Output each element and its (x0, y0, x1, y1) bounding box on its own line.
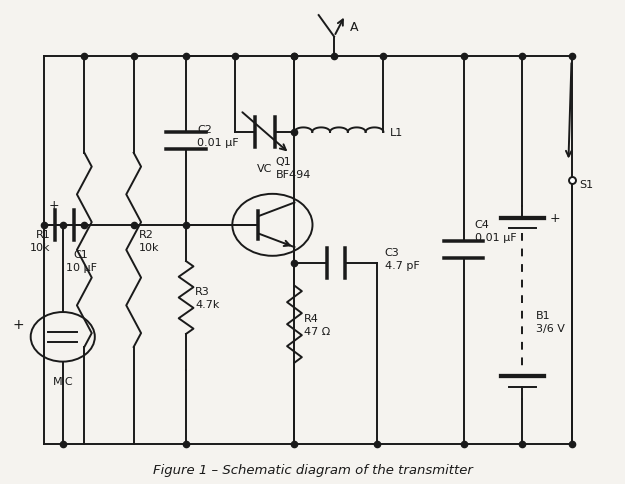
Text: +: + (49, 199, 59, 212)
Text: R4
47 Ω: R4 47 Ω (304, 313, 330, 336)
Text: MIC: MIC (52, 376, 73, 386)
Text: L1: L1 (389, 128, 403, 137)
Text: B1
3/6 V: B1 3/6 V (536, 310, 564, 333)
Text: C3
4.7 pF: C3 4.7 pF (384, 247, 419, 270)
Text: C4
0.01 μF: C4 0.01 μF (474, 220, 516, 243)
Text: R2
10k: R2 10k (139, 229, 159, 252)
Text: R1
10k: R1 10k (30, 229, 51, 252)
Text: C2
0.01 μF: C2 0.01 μF (197, 124, 239, 148)
Text: A: A (349, 20, 358, 33)
Text: Q1
BF494: Q1 BF494 (276, 157, 311, 180)
Text: VC: VC (258, 164, 272, 173)
Text: Figure 1 – Schematic diagram of the transmitter: Figure 1 – Schematic diagram of the tran… (152, 463, 472, 476)
Text: +: + (550, 212, 561, 225)
Text: R3
4.7k: R3 4.7k (196, 287, 220, 309)
Text: +: + (13, 318, 24, 332)
Text: C1
10 μF: C1 10 μF (66, 249, 97, 272)
Text: S1: S1 (579, 180, 593, 190)
